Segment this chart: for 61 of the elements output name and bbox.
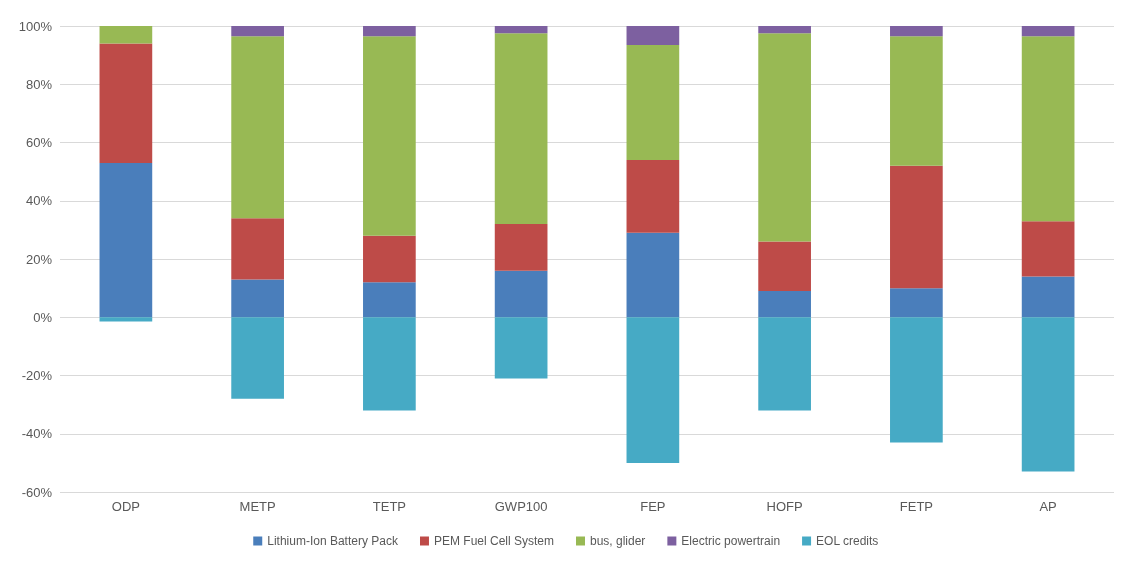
bar (890, 26, 943, 37)
y-tick-label: -20% (21, 368, 53, 383)
x-tick-label: ODP (111, 499, 140, 514)
x-tick-label: TETP (372, 499, 406, 514)
bar (231, 317, 284, 399)
bar (1021, 276, 1075, 318)
bar (626, 317, 680, 463)
bar (626, 26, 680, 45)
y-tick-label: 0% (33, 309, 53, 325)
bar (231, 26, 284, 37)
x-tick-label: HOFP (766, 499, 803, 514)
bar (231, 279, 284, 318)
bar (890, 36, 943, 166)
bar (626, 232, 680, 318)
legend-label: bus, glider (590, 534, 646, 548)
bar (99, 43, 153, 163)
y-tick-label: 60% (25, 135, 53, 150)
y-tick-label: 80% (25, 76, 53, 92)
bar (758, 241, 811, 292)
bar (890, 288, 943, 318)
bar (363, 36, 416, 236)
y-tick-label: -60% (21, 484, 53, 500)
bar (890, 317, 943, 443)
x-tick-label: FETP (899, 499, 933, 514)
legend-label: Electric powertrain (681, 534, 781, 548)
legend-label: PEM Fuel Cell System (433, 534, 554, 548)
bar (758, 291, 811, 318)
bar (231, 36, 284, 219)
bar (494, 224, 548, 271)
x-tick-label: GWP100 (494, 499, 548, 514)
bar (363, 317, 416, 411)
legend-label: Lithium-Ion Battery Pack (267, 534, 399, 548)
bar (363, 235, 416, 283)
bar (99, 317, 153, 322)
bar (758, 33, 811, 242)
bar (1021, 26, 1075, 37)
bar (1021, 36, 1075, 222)
bar (494, 33, 548, 225)
y-tick-label: 40% (25, 193, 53, 209)
bar (231, 218, 284, 280)
x-tick-label: AP (1039, 499, 1057, 514)
bar (1021, 317, 1075, 472)
bar (1021, 221, 1075, 277)
x-tick-label: FEP (640, 499, 666, 514)
y-tick-label: 100% (18, 18, 53, 34)
legend-label: EOL credits (816, 534, 879, 548)
bar (363, 26, 416, 37)
bar (890, 165, 943, 289)
y-tick-label: 20% (25, 251, 53, 267)
y-tick-label: -40% (21, 426, 53, 442)
bar (626, 159, 680, 233)
bar (494, 26, 548, 34)
bar (363, 282, 416, 318)
bar (494, 270, 548, 318)
x-tick-label: METP (239, 499, 276, 514)
bar (758, 26, 811, 34)
bar (494, 317, 548, 379)
bar (758, 317, 811, 411)
bar (99, 26, 153, 44)
bar (626, 44, 680, 160)
bar (99, 162, 153, 318)
